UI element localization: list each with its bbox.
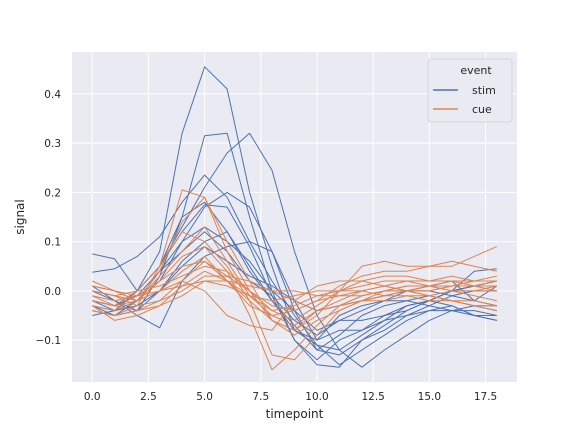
x-tick-label: 17.5 [474,391,497,403]
y-axis-label: signal [13,199,27,235]
legend-box [427,58,513,123]
y-tick-label: 0.3 [44,138,61,150]
x-tick-label: 10.0 [305,391,328,403]
legend-label-cue: cue [472,103,492,116]
legend-label-stim: stim [472,84,496,97]
x-tick-label: 7.5 [252,391,269,403]
x-tick-label: 0.0 [84,391,101,403]
y-tick-label: −0.1 [36,335,62,347]
series-line-cue [92,260,497,321]
y-tick-label: 0.1 [44,237,61,249]
y-tick-label: 0.4 [44,89,61,101]
y-tick-label: 0.2 [44,187,61,199]
x-tick-label: 2.5 [140,391,157,403]
x-tick-label: 5.0 [196,391,213,403]
x-axis-ticks: 0.0 2.5 5.0 7.5 10.0 12.5 15.0 17.5 [84,391,497,403]
series-line-cue [92,280,497,297]
legend-title: event [460,64,492,77]
x-tick-label: 15.0 [418,391,441,403]
series-line-cue [91,280,497,312]
x-tick-label: 12.5 [361,391,384,403]
y-tick-label: 0.0 [44,286,61,298]
y-axis-ticks: −0.1 0.0 0.1 0.2 0.3 0.4 [36,89,62,347]
series-lines [91,66,498,371]
x-axis-label: timepoint [266,407,324,421]
legend-entries: stim cue [433,84,496,116]
legend: event stim cue [427,58,513,123]
